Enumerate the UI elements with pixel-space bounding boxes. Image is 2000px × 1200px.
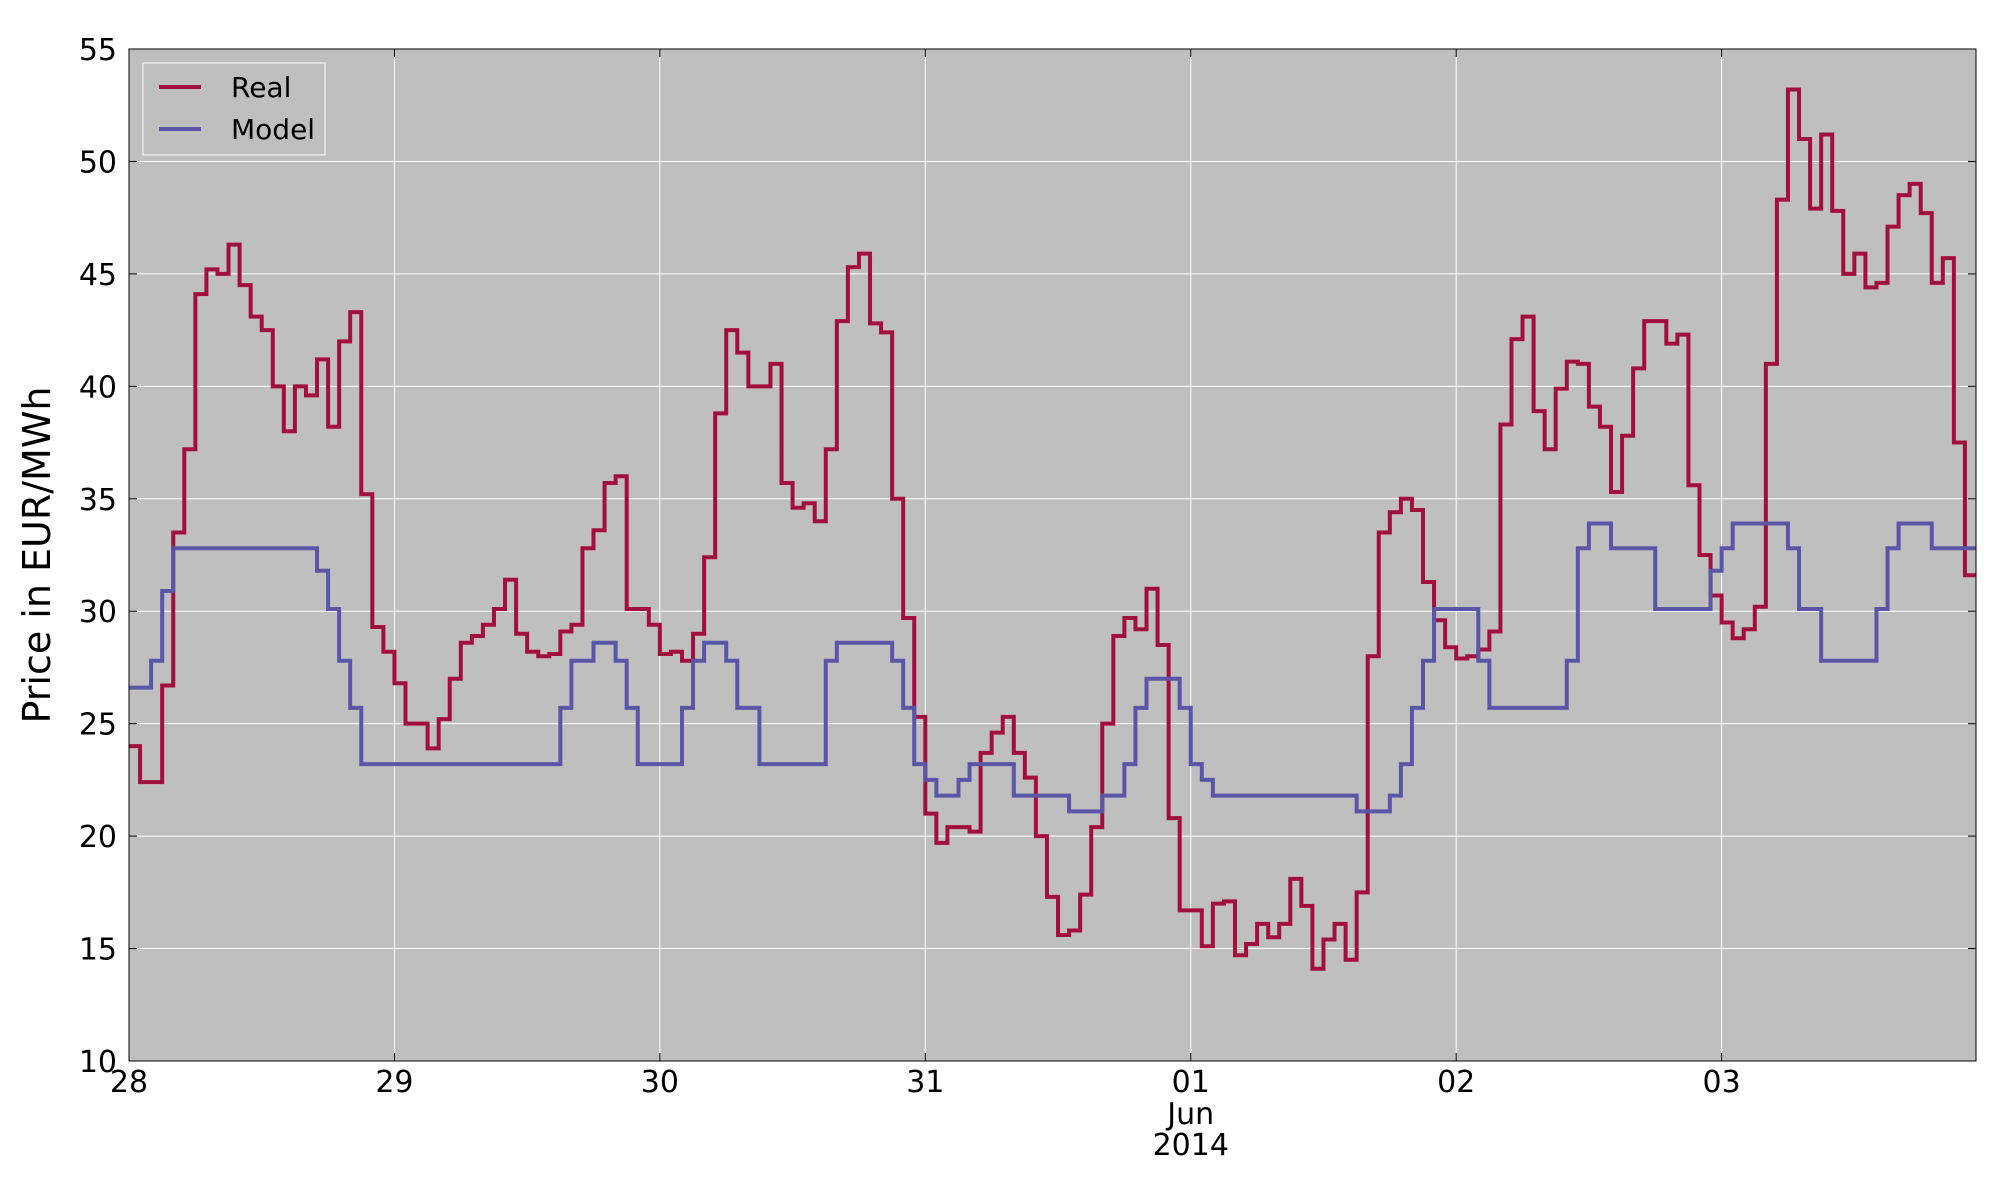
x-tick-label: 31 <box>906 1065 944 1100</box>
plot-area <box>129 49 1976 1061</box>
y-tick-label: 30 <box>79 595 117 630</box>
x-tick-label: 03 <box>1703 1065 1741 1100</box>
series-line-model <box>129 521 1976 814</box>
x-tick-label: 28 <box>110 1065 148 1100</box>
plot-frame <box>128 48 1977 1062</box>
y-tick-label: 25 <box>79 708 117 743</box>
y-axis-label: Price in EUR/MWh <box>15 387 59 724</box>
y-tick-label: 40 <box>79 370 117 405</box>
legend-box <box>142 62 326 156</box>
x-tick-sublabel-year: 2014 <box>1153 1128 1229 1163</box>
series-line-real <box>129 87 1976 971</box>
y-tick-label: 50 <box>79 145 117 180</box>
y-tick-label: 10 <box>79 1045 117 1080</box>
x-tick-label: 01 <box>1172 1065 1210 1100</box>
y-tick-label: 20 <box>79 820 117 855</box>
x-tick-sublabel-month: Jun <box>1165 1097 1214 1132</box>
x-tick-label: 02 <box>1437 1065 1475 1100</box>
y-tick-label: 45 <box>79 258 117 293</box>
y-tick-label: 15 <box>79 933 117 968</box>
series-layer <box>129 87 1976 971</box>
y-tick-label: 35 <box>79 483 117 518</box>
x-tick-label: 29 <box>375 1065 413 1100</box>
legend: Real Model <box>142 62 326 156</box>
legend-label-model: Model <box>231 113 315 146</box>
legend-label-real: Real <box>231 71 291 104</box>
x-tick-label: 30 <box>641 1065 679 1100</box>
y-tick-label: 55 <box>79 33 117 68</box>
